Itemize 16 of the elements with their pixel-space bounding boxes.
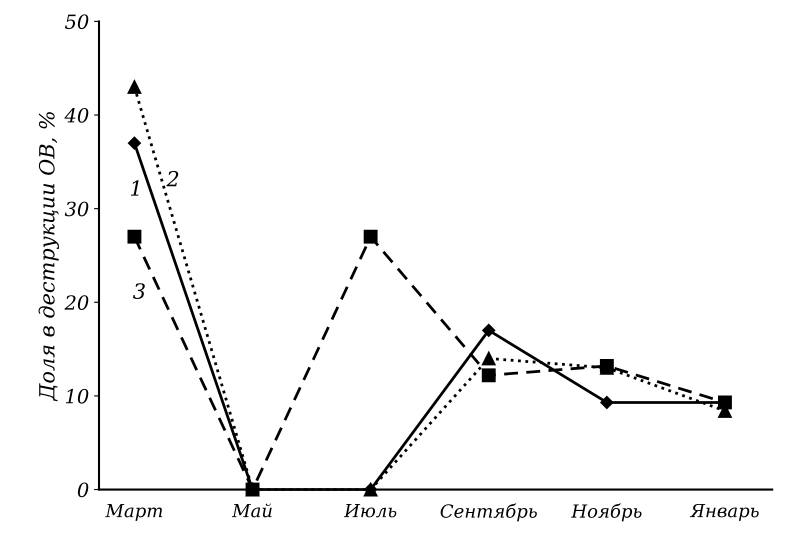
x-tick-label: Июль xyxy=(344,504,396,518)
x-tick-label: Январь xyxy=(690,504,759,521)
y-tick-label: 50 xyxy=(64,14,88,30)
x-tick-label: Ноябрь xyxy=(571,503,642,522)
x-tick-label: Май xyxy=(232,503,272,518)
y-tick-label: 40 xyxy=(64,108,88,123)
y-tick-label: 30 xyxy=(64,202,88,216)
y-tick-label: 0 xyxy=(78,482,88,498)
x-tick-label: Сентябрь xyxy=(440,503,537,522)
y-tick-label: 20 xyxy=(64,295,88,310)
x-tick-label: Март xyxy=(105,504,162,521)
y-tick-label: 10 xyxy=(66,388,88,404)
annotation: 3 xyxy=(133,283,145,299)
y-axis-title: Доля в деструкции ОВ, % xyxy=(38,112,59,402)
annotation: 2 xyxy=(166,170,178,186)
annotation: 1 xyxy=(130,180,139,196)
